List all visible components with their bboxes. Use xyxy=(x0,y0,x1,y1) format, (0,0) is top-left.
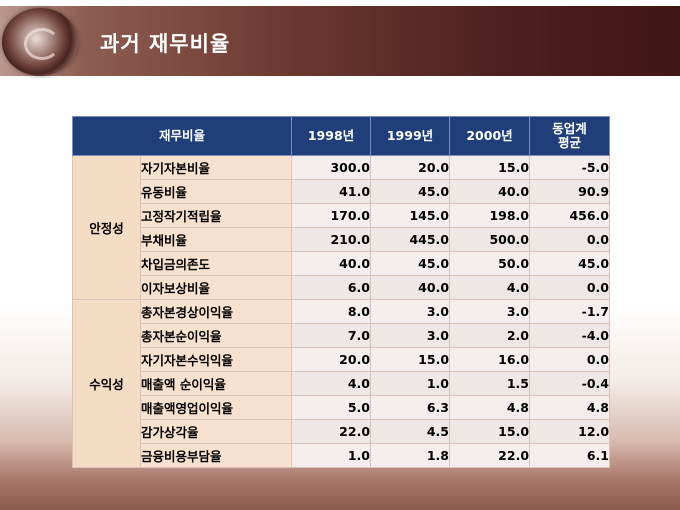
value-cell-avg: 456.0 xyxy=(529,203,611,228)
value-cell-avg: 0.0 xyxy=(529,347,611,372)
value-cell-v1999: 20.0 xyxy=(370,155,451,180)
header-2000: 2000년 xyxy=(449,116,531,156)
value-cell-v1998: 7.0 xyxy=(291,323,372,348)
ratio-name: 자기자본비율 xyxy=(139,155,293,180)
header-industry-avg: 동업계 평균 xyxy=(529,116,611,156)
value-cell-avg: -5.0 xyxy=(529,155,611,180)
value-cell-v2000: 4.0 xyxy=(449,275,531,300)
value-cell-v1998: 5.0 xyxy=(291,395,372,420)
value-cell-v1998: 20.0 xyxy=(291,347,372,372)
group-label: 수익성 xyxy=(72,299,141,468)
value-cell-avg: 4.8 xyxy=(529,395,611,420)
value-cell-v2000: 198.0 xyxy=(449,203,531,228)
value-cell-v1998: 300.0 xyxy=(291,155,372,180)
ratio-name: 부채비율 xyxy=(139,227,293,252)
page-title: 과거 재무비율 xyxy=(100,32,231,56)
header-1999: 1999년 xyxy=(370,116,451,156)
value-cell-v2000: 22.0 xyxy=(449,443,531,468)
value-cell-v1999: 40.0 xyxy=(370,275,451,300)
group-label: 안정성 xyxy=(72,155,141,300)
value-cell-v1999: 445.0 xyxy=(370,227,451,252)
table-row: 감가상각율 22.0 4.5 15.0 12.0 xyxy=(73,419,611,444)
value-cell-avg: 12.0 xyxy=(529,419,611,444)
value-cell-v1998: 210.0 xyxy=(291,227,372,252)
header-ratio: 재무비율 xyxy=(71,116,293,156)
table-row: 차입금의존도 40.0 45.0 50.0 45.0 xyxy=(73,251,611,276)
value-cell-avg: -1.7 xyxy=(529,299,611,324)
value-cell-v1999: 1.8 xyxy=(370,443,451,468)
financial-ratio-table: 재무비율 1998년 1999년 2000년 동업계 평균 안정성 자기자본비율 3… xyxy=(71,116,611,468)
table-row: 총자본순이익율 7.0 3.0 2.0 -4.0 xyxy=(73,323,611,348)
value-cell-v2000: 15.0 xyxy=(449,419,531,444)
value-cell-v1999: 45.0 xyxy=(370,251,451,276)
title-bar xyxy=(0,6,680,76)
ratio-name: 매출액 순이익율 xyxy=(139,371,293,396)
value-cell-v1998: 4.0 xyxy=(291,371,372,396)
value-cell-avg: 45.0 xyxy=(529,251,611,276)
value-cell-v2000: 16.0 xyxy=(449,347,531,372)
table-header-row: 재무비율 1998년 1999년 2000년 동업계 평균 xyxy=(71,116,611,156)
ratio-name: 고정작기적립율 xyxy=(139,203,293,228)
ratio-name: 총자본순이익율 xyxy=(139,323,293,348)
value-cell-avg: 0.0 xyxy=(529,227,611,252)
table-row: 부채비율 210.0 445.0 500.0 0.0 xyxy=(73,227,611,252)
value-cell-v1998: 6.0 xyxy=(291,275,372,300)
value-cell-v1999: 45.0 xyxy=(370,179,451,204)
ratio-name: 금융비용부담율 xyxy=(139,443,293,468)
value-cell-v1999: 4.5 xyxy=(370,419,451,444)
value-cell-v1999: 145.0 xyxy=(370,203,451,228)
value-cell-v2000: 40.0 xyxy=(449,179,531,204)
table-row: 이자보상비율 6.0 40.0 4.0 0.0 xyxy=(73,275,611,300)
value-cell-v1998: 1.0 xyxy=(291,443,372,468)
value-cell-v1999: 15.0 xyxy=(370,347,451,372)
ratio-name: 매출액영업이익율 xyxy=(139,395,293,420)
value-cell-v1998: 41.0 xyxy=(291,179,372,204)
value-cell-v1998: 170.0 xyxy=(291,203,372,228)
value-cell-v2000: 50.0 xyxy=(449,251,531,276)
table-row: 고정작기적립율 170.0 145.0 198.0 456.0 xyxy=(73,203,611,228)
table-row: 매출액 순이익율 4.0 1.0 1.5 -0.4 xyxy=(73,371,611,396)
value-cell-v2000: 4.8 xyxy=(449,395,531,420)
emblem-icon xyxy=(2,8,78,76)
value-cell-v1998: 22.0 xyxy=(291,419,372,444)
value-cell-v2000: 500.0 xyxy=(449,227,531,252)
value-cell-v1998: 40.0 xyxy=(291,251,372,276)
value-cell-avg: -0.4 xyxy=(529,371,611,396)
value-cell-v2000: 3.0 xyxy=(449,299,531,324)
value-cell-v2000: 2.0 xyxy=(449,323,531,348)
table-row: 유동비율 41.0 45.0 40.0 90.9 xyxy=(73,179,611,204)
table-row: 안정성 자기자본비율 300.0 20.0 15.0 -5.0 xyxy=(72,155,611,300)
header-1998: 1998년 xyxy=(291,116,372,156)
ratio-name: 자기자본수익익율 xyxy=(139,347,293,372)
value-cell-v2000: 15.0 xyxy=(449,155,531,180)
ratio-name: 차입금의존도 xyxy=(139,251,293,276)
table-row: 수익성 총자본경상이익율 8.0 3.0 3.0 -1.7 xyxy=(72,299,611,468)
table-row: 매출액영업이익율 5.0 6.3 4.8 4.8 xyxy=(73,395,611,420)
ratio-name: 총자본경상이익율 xyxy=(139,299,293,324)
table-row: 자기자본수익익율 20.0 15.0 16.0 0.0 xyxy=(73,347,611,372)
ratio-name: 유동비율 xyxy=(139,179,293,204)
table-row: 금융비용부담율 1.0 1.8 22.0 6.1 xyxy=(73,443,611,468)
ratio-name: 이자보상비율 xyxy=(139,275,293,300)
value-cell-v1999: 3.0 xyxy=(370,299,451,324)
value-cell-v1998: 8.0 xyxy=(291,299,372,324)
ratio-name: 감가상각율 xyxy=(139,419,293,444)
value-cell-v1999: 6.3 xyxy=(370,395,451,420)
value-cell-avg: 6.1 xyxy=(529,443,611,468)
value-cell-avg: 0.0 xyxy=(529,275,611,300)
value-cell-v1999: 1.0 xyxy=(370,371,451,396)
value-cell-avg: -4.0 xyxy=(529,323,611,348)
value-cell-avg: 90.9 xyxy=(529,179,611,204)
value-cell-v2000: 1.5 xyxy=(449,371,531,396)
header-top-band xyxy=(0,0,680,6)
value-cell-v1999: 3.0 xyxy=(370,323,451,348)
